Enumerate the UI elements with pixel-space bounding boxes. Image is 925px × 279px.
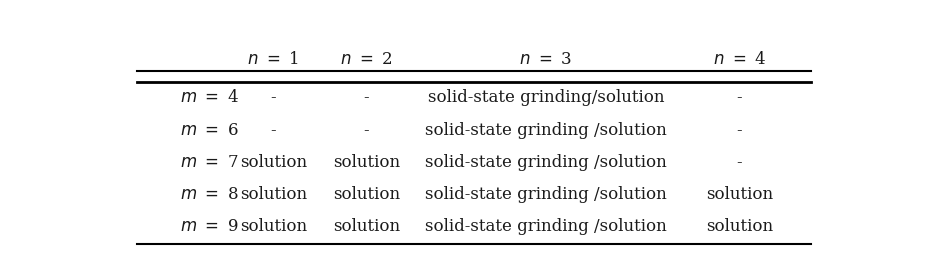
Text: $\mathit{m}\ =\ $7: $\mathit{m}\ =\ $7 bbox=[180, 154, 239, 171]
Text: $\mathit{m}\ =\ $8: $\mathit{m}\ =\ $8 bbox=[180, 186, 239, 203]
Text: $\mathit{n}\ =\ $1: $\mathit{n}\ =\ $1 bbox=[247, 51, 300, 68]
Text: $\mathit{m}\ =\ $4: $\mathit{m}\ =\ $4 bbox=[180, 90, 240, 106]
Text: solid-state grinding /solution: solid-state grinding /solution bbox=[425, 122, 667, 139]
Text: -: - bbox=[736, 90, 742, 106]
Text: solution: solution bbox=[240, 218, 307, 235]
Text: solution: solution bbox=[706, 218, 773, 235]
Text: solid-state grinding /solution: solid-state grinding /solution bbox=[425, 218, 667, 235]
Text: $\mathit{m}\ =\ $9: $\mathit{m}\ =\ $9 bbox=[180, 218, 239, 235]
Text: solution: solution bbox=[333, 186, 401, 203]
Text: $\mathit{m}\ =\ $6: $\mathit{m}\ =\ $6 bbox=[180, 122, 239, 139]
Text: -: - bbox=[364, 122, 369, 139]
Text: -: - bbox=[736, 122, 742, 139]
Text: solid-state grinding /solution: solid-state grinding /solution bbox=[425, 154, 667, 171]
Text: -: - bbox=[270, 90, 277, 106]
Text: $\mathit{n}\ =\ $3: $\mathit{n}\ =\ $3 bbox=[519, 51, 573, 68]
Text: -: - bbox=[270, 122, 277, 139]
Text: solid-state grinding /solution: solid-state grinding /solution bbox=[425, 186, 667, 203]
Text: solid-state grinding/solution: solid-state grinding/solution bbox=[427, 90, 664, 106]
Text: solution: solution bbox=[333, 218, 401, 235]
Text: $\mathit{n}\ =\ $4: $\mathit{n}\ =\ $4 bbox=[712, 51, 766, 68]
Text: solution: solution bbox=[240, 186, 307, 203]
Text: solution: solution bbox=[240, 154, 307, 171]
Text: solution: solution bbox=[333, 154, 401, 171]
Text: $\mathit{n}\ =\ $2: $\mathit{n}\ =\ $2 bbox=[340, 51, 393, 68]
Text: -: - bbox=[736, 154, 742, 171]
Text: -: - bbox=[364, 90, 369, 106]
Text: solution: solution bbox=[706, 186, 773, 203]
